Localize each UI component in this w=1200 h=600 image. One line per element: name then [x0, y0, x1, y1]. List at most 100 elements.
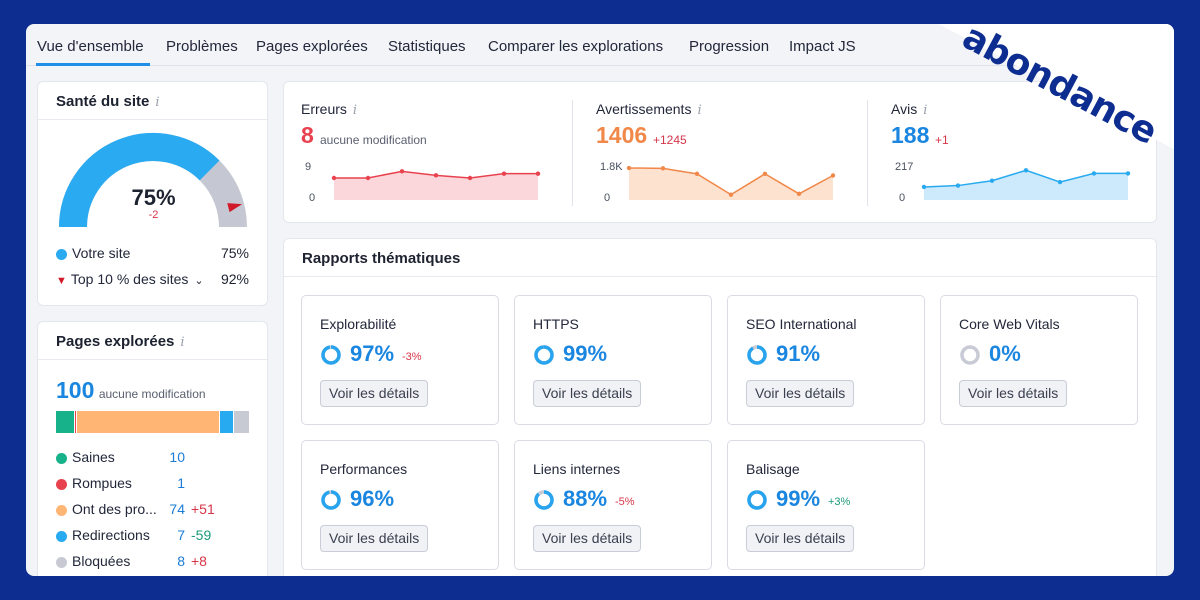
sparkline-chart — [626, 166, 836, 200]
crawled-legend-row[interactable]: Ont des pro... — [56, 501, 157, 517]
report-delta: -5% — [615, 496, 635, 508]
metric-change: +1 — [935, 133, 949, 147]
crawled-legend-row[interactable]: Rompues — [56, 475, 132, 491]
chevron-down-icon[interactable]: ⌄ — [194, 275, 204, 287]
sparkline-point[interactable] — [399, 169, 405, 174]
view-details-button[interactable]: Voir les détails — [746, 380, 855, 407]
metric-label: Avertissements i — [596, 101, 702, 118]
stack-segment[interactable] — [233, 411, 249, 433]
sparkline-point[interactable] — [728, 192, 734, 197]
divider — [572, 100, 573, 206]
axis-max-label: 1.8K — [600, 161, 623, 173]
crawled-count[interactable]: 10 — [169, 449, 185, 465]
metric-label: Avis i — [891, 101, 928, 118]
progress-ring-icon — [747, 345, 767, 365]
crawled-legend-row[interactable]: Redirections — [56, 527, 150, 543]
sparkline-point[interactable] — [535, 171, 541, 176]
report-card: Explorabilité 97% -3% Voir les détails — [301, 295, 499, 425]
info-icon[interactable]: i — [697, 103, 702, 118]
gauge-site-arc — [59, 133, 220, 228]
sparkline-point[interactable] — [1125, 171, 1131, 176]
crawled-total: 100 aucune modification — [56, 377, 206, 404]
legend-label: Rompues — [72, 475, 132, 491]
stack-segment[interactable] — [75, 411, 78, 433]
sparkline-point[interactable] — [955, 183, 961, 188]
info-icon[interactable]: i — [155, 95, 160, 110]
sparkline-point[interactable] — [331, 175, 337, 181]
report-card: SEO International 91% Voir les détails — [727, 295, 925, 425]
sparkline-point[interactable] — [501, 171, 507, 176]
info-icon[interactable]: i — [352, 103, 358, 118]
sparkline-point[interactable] — [1023, 168, 1029, 173]
info-icon[interactable]: i — [180, 335, 185, 350]
legend-your-site: Votre site — [56, 245, 130, 261]
sparkline-point[interactable] — [1057, 179, 1063, 185]
view-details-button[interactable]: Voir les détails — [746, 525, 855, 552]
tab-compare-crawls[interactable]: Comparer les explorations — [488, 38, 664, 55]
crawled-legend-row[interactable]: Saines — [56, 449, 115, 465]
sparkline-point[interactable] — [694, 171, 700, 177]
report-score: 99% — [563, 341, 608, 366]
sparkline-point[interactable] — [433, 173, 439, 178]
stack-segment[interactable] — [56, 411, 76, 433]
report-name: Core Web Vitals — [959, 316, 1060, 332]
sparkline-point[interactable] — [660, 166, 666, 171]
report-card: Performances 96% Voir les détails — [301, 440, 499, 570]
tab-js-impact[interactable]: Impact JS — [789, 38, 856, 55]
stack-segment[interactable] — [220, 411, 234, 433]
divider — [284, 276, 1158, 277]
tab-statistics[interactable]: Statistiques — [388, 38, 466, 55]
sparkline-point[interactable] — [989, 178, 995, 183]
view-details-button[interactable]: Voir les détails — [959, 380, 1068, 407]
crawled-count[interactable]: 7 — [177, 527, 185, 543]
info-icon[interactable]: i — [923, 103, 928, 118]
divider — [38, 119, 269, 120]
legend-label: Ont des pro... — [72, 501, 157, 517]
sparkline-point[interactable] — [626, 166, 632, 171]
sparkline-point[interactable] — [830, 173, 836, 178]
sparkline-point[interactable] — [467, 175, 473, 181]
sparkline-point[interactable] — [762, 171, 768, 177]
legend-dot — [56, 478, 67, 490]
crawled-count[interactable]: 1 — [177, 475, 185, 491]
view-details-button[interactable]: Voir les détails — [320, 380, 429, 407]
tab-issues[interactable]: Problèmes — [166, 38, 238, 55]
divider — [867, 100, 868, 206]
sparkline-point[interactable] — [796, 191, 802, 197]
legend-top-sites[interactable]: ▼ Top 10 % des sites ⌄ — [56, 271, 204, 287]
crawled-count[interactable]: 8 — [177, 553, 185, 569]
progress-ring-icon — [534, 490, 554, 510]
metric-value: 1406 — [596, 122, 648, 148]
crawled-stack-bar[interactable] — [56, 411, 249, 433]
legend-label: Bloquées — [72, 553, 131, 569]
sparkline-point[interactable] — [1091, 171, 1097, 176]
report-card: HTTPS 99% Voir les détails — [514, 295, 712, 425]
report-name: Balisage — [746, 461, 800, 477]
tab-bar: Vue d'ensemble Problèmes Pages explorées… — [26, 24, 1174, 66]
health-delta: -2 — [148, 209, 159, 221]
sparkline-point[interactable] — [365, 175, 371, 181]
sparkline-area — [334, 171, 538, 200]
active-tab-indicator — [36, 63, 150, 66]
tab-progress[interactable]: Progression — [689, 38, 770, 55]
tab-crawled-pages[interactable]: Pages explorées — [256, 38, 368, 55]
progress-ring-icon — [960, 345, 980, 365]
tab-overview[interactable]: Vue d'ensemble — [37, 38, 144, 55]
view-details-button[interactable]: Voir les détails — [533, 525, 642, 552]
view-details-button[interactable]: Voir les détails — [320, 525, 429, 552]
site-health-title-text: Santé du site — [56, 93, 150, 110]
progress-ring-icon — [321, 345, 341, 365]
sparkline-area — [629, 168, 833, 200]
crawled-legend-row[interactable]: Bloquées — [56, 553, 130, 569]
crawled-pages-card: Pages explorées i 100 aucune modification… — [37, 321, 269, 576]
axis-max-label: 9 — [305, 161, 312, 173]
legend-dot — [56, 556, 67, 568]
stack-segment[interactable] — [77, 411, 221, 433]
report-score: 96% — [350, 486, 395, 511]
crawled-count[interactable]: 74 — [169, 501, 185, 517]
crawled-pages-title: Pages explorées i — [56, 333, 185, 350]
legend-your-site-value: 75% — [220, 245, 249, 261]
sparkline-point[interactable] — [921, 184, 927, 190]
view-details-button[interactable]: Voir les détails — [533, 380, 642, 407]
report-name: Liens internes — [533, 461, 621, 477]
